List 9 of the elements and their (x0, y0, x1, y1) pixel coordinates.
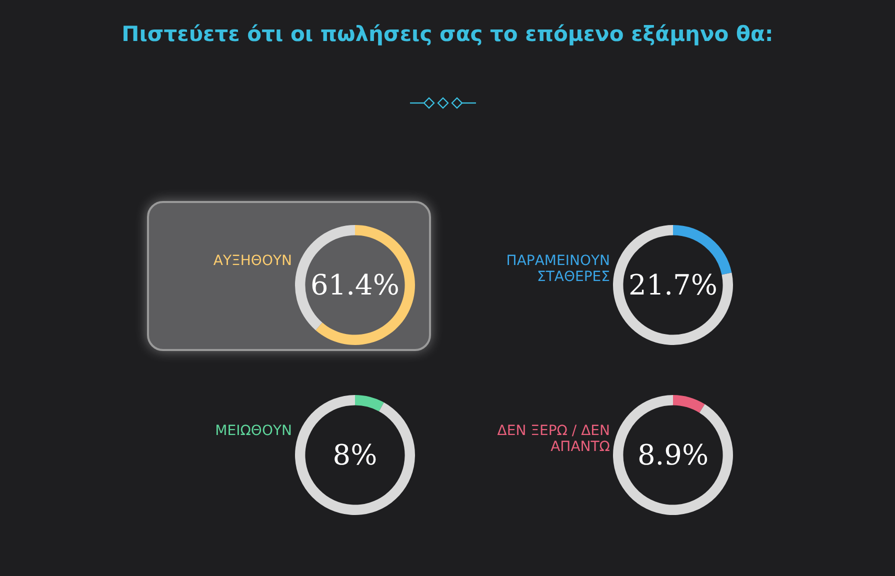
text: ΑΥΞΗΘΟΥΝ (212, 253, 292, 269)
data-label: 21.7% (628, 268, 718, 302)
data-label: 8.9% (637, 438, 709, 472)
text: ΜΕΙΩΘΟΥΝ (214, 423, 292, 439)
text: ΔΕΝ ΞΕΡΩ / ΔΕΝ ΑΠΑΝΤΩ (496, 423, 610, 455)
data-label: 8% (332, 438, 378, 472)
text: Πιστεύετε ότι οι πωλήσεις σας το επόμενο εξάμηνο θα: (120, 22, 774, 46)
data-label: 61.4% (310, 268, 400, 302)
text: ΠΑΡΑΜΕΙΝΟΥΝ ΣΤΑΘΕΡΕΣ (505, 253, 610, 285)
